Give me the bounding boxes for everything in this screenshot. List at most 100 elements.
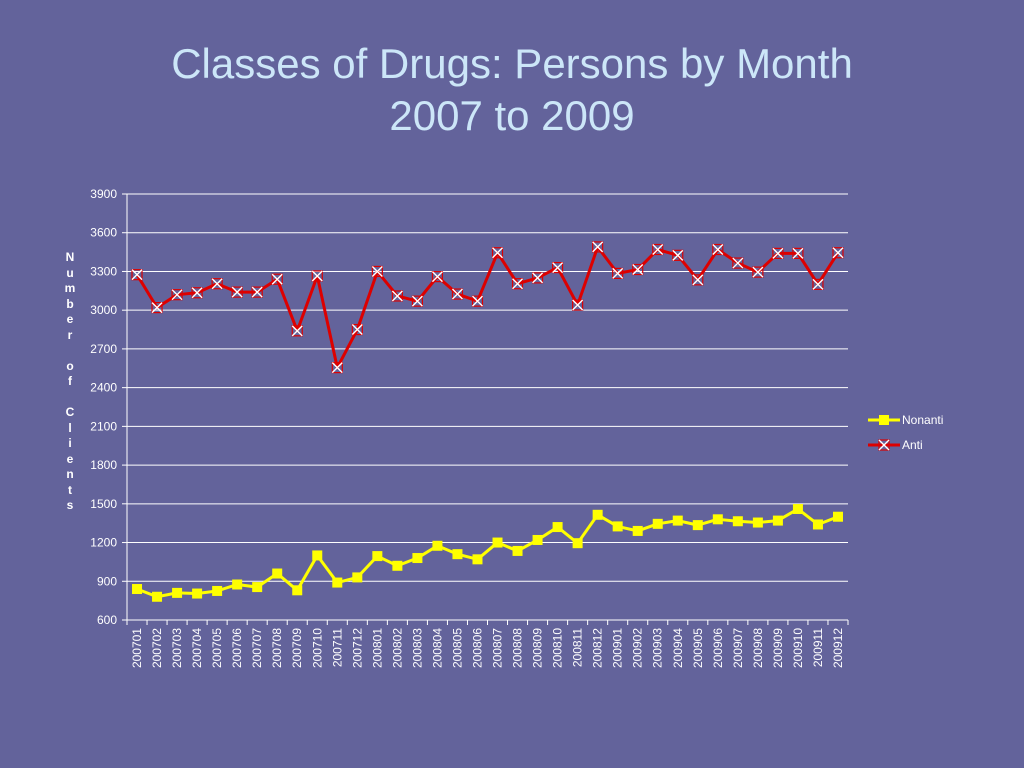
data-point	[171, 289, 183, 301]
data-point	[812, 278, 824, 290]
data-point	[312, 550, 323, 561]
x-tick-label: 200804	[430, 628, 444, 668]
x-tick-label: 200810	[551, 628, 565, 668]
data-point	[672, 515, 683, 526]
y-tick-label: 3600	[90, 226, 117, 240]
x-tick-label: 200801	[370, 628, 384, 668]
data-point	[712, 243, 724, 256]
x-tick-label: 200710	[310, 628, 324, 668]
x-tick-label: 200909	[771, 628, 785, 668]
data-point	[732, 257, 744, 269]
data-point	[491, 247, 504, 259]
data-point	[832, 247, 844, 259]
data-point	[652, 243, 664, 256]
data-point	[352, 572, 363, 583]
data-point	[332, 577, 343, 588]
data-point	[371, 265, 383, 278]
data-point	[632, 263, 644, 276]
x-tick-labels: 200701 200702 200703 200704 200705 200706 2007…	[130, 628, 845, 668]
y-tick-label: 3000	[90, 303, 117, 317]
data-point	[131, 269, 143, 281]
data-point	[572, 299, 584, 311]
data-point	[311, 270, 323, 282]
x-tick-label: 200703	[170, 628, 184, 668]
data-point	[191, 287, 203, 299]
x-tick-label: 200911	[811, 628, 825, 667]
x-tick-label: 200903	[651, 628, 665, 668]
x-tick-label: 200809	[531, 628, 545, 668]
x-tick-label: 200811	[571, 628, 585, 667]
data-point	[752, 517, 763, 528]
title-line-1: Classes of Drugs: Persons by Month	[171, 40, 853, 87]
x-tick-label: 200912	[831, 628, 845, 668]
x-tick-label: 200805	[450, 628, 464, 668]
x-tick-label: 200711	[330, 628, 344, 667]
x-tick-label: 200707	[250, 628, 264, 668]
data-point	[331, 362, 343, 374]
data-point	[252, 582, 263, 593]
y-tick-label: 1500	[90, 497, 117, 511]
data-point	[592, 241, 604, 253]
data-point	[532, 534, 543, 545]
legend-label: Nonanti	[902, 413, 943, 427]
data-point	[471, 295, 484, 307]
data-point	[572, 538, 583, 549]
data-point	[492, 537, 503, 548]
slide-title: Classes of Drugs: Persons by Month 2007 …	[0, 38, 1024, 142]
axes	[122, 193, 849, 625]
x-tick-label: 200901	[611, 628, 625, 668]
x-tick-label: 200906	[711, 628, 725, 668]
data-point	[271, 273, 283, 285]
legend-item-nonanti: Nonanti	[868, 413, 943, 427]
data-point	[292, 585, 303, 596]
series-line	[135, 245, 840, 370]
series-nonanti	[132, 503, 843, 602]
x-tick-label: 200910	[791, 628, 805, 668]
y-tick-label: 2700	[90, 342, 117, 356]
x-tick-label: 200908	[751, 628, 765, 668]
data-point	[451, 288, 464, 300]
x-tick-label: 200904	[671, 628, 685, 668]
data-point	[251, 286, 263, 298]
title-line-2: 2007 to 2009	[389, 92, 635, 139]
data-point	[291, 325, 303, 337]
data-point	[652, 518, 663, 529]
legend: Nonanti Anti	[868, 413, 943, 452]
data-point	[192, 588, 203, 599]
data-point	[551, 261, 564, 274]
data-point	[632, 525, 643, 536]
data-point	[812, 519, 823, 530]
data-point	[132, 584, 143, 595]
data-point	[231, 286, 243, 298]
data-point	[732, 516, 743, 527]
data-point	[612, 521, 623, 532]
x-tick-label: 200807	[491, 628, 505, 668]
data-point	[412, 553, 423, 564]
data-point	[472, 554, 483, 565]
y-tick-label: 2400	[90, 381, 117, 395]
x-tick-label: 200701	[130, 628, 144, 668]
data-point	[792, 247, 804, 259]
data-point	[792, 503, 803, 514]
y-tick-label: 600	[97, 613, 117, 627]
x-tick-label: 200808	[511, 628, 525, 668]
data-point	[512, 545, 523, 556]
data-point	[392, 560, 403, 571]
y-tick-label: 900	[97, 574, 117, 588]
x-tick-label: 200712	[350, 628, 364, 668]
data-point	[612, 267, 624, 279]
data-point	[712, 514, 723, 525]
data-point	[511, 278, 524, 290]
legend-marker	[878, 439, 890, 451]
data-point	[172, 587, 183, 598]
data-point	[592, 509, 603, 520]
x-tick-label: 200708	[270, 628, 284, 668]
data-point	[772, 247, 784, 259]
series-line	[136, 507, 839, 599]
y-tick-label: 1800	[90, 458, 117, 472]
x-tick-label: 200907	[731, 628, 745, 668]
x-tick-label: 200705	[210, 628, 224, 668]
x-tick-label: 200905	[691, 628, 705, 668]
data-point	[531, 272, 544, 284]
